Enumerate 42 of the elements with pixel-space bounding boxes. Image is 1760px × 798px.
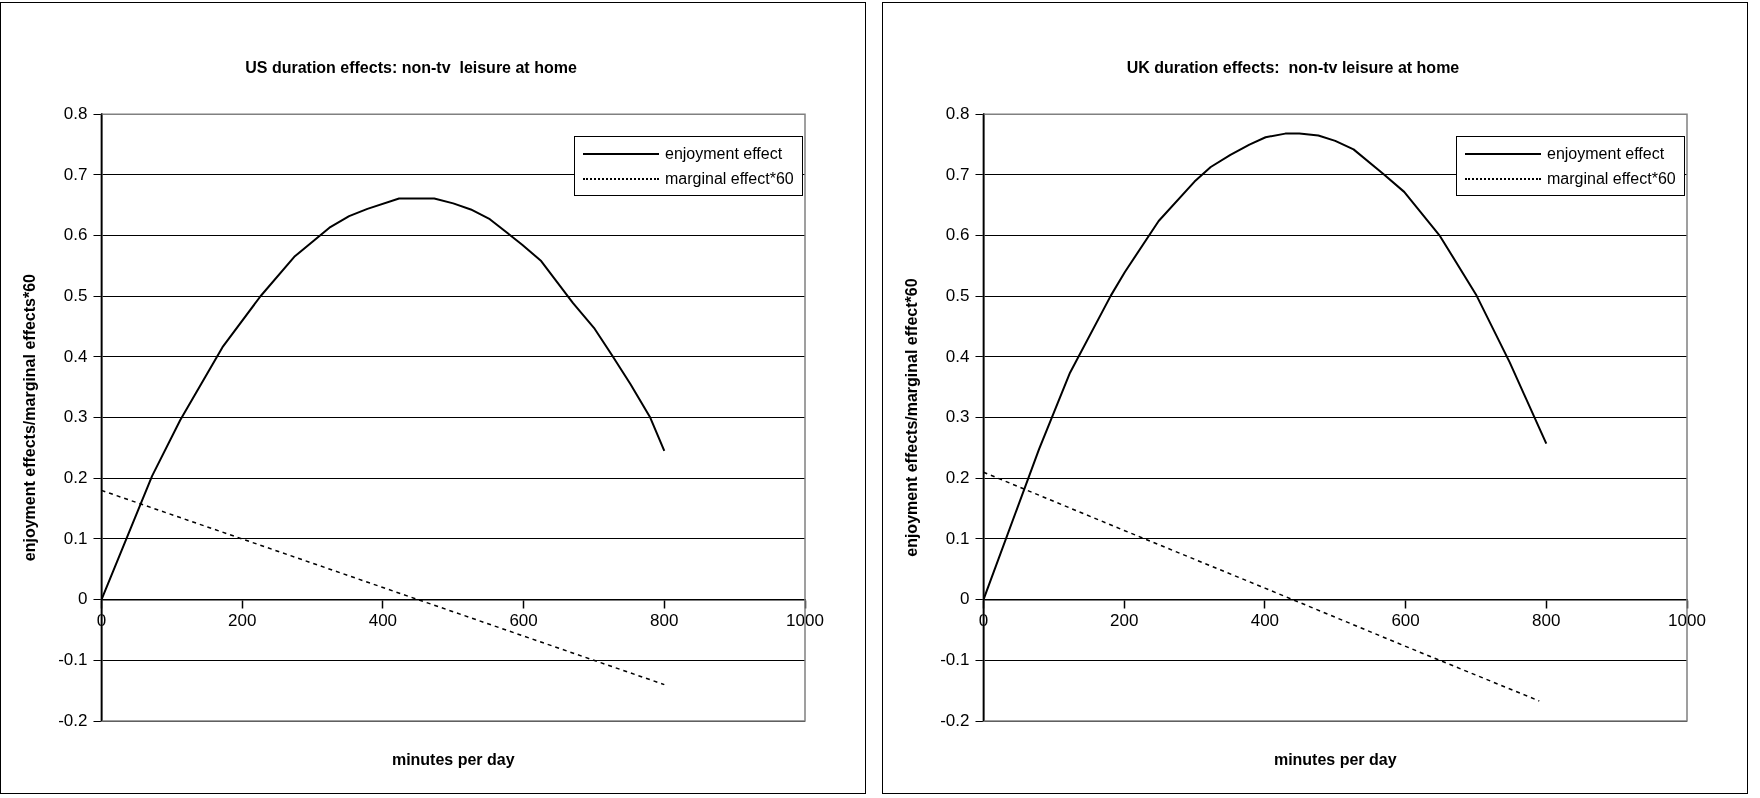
x-tick-label: 600: [509, 610, 538, 630]
legend-label: marginal effect*60: [1547, 169, 1676, 188]
y-tick-label: 0.8: [945, 103, 970, 123]
y-tick-label: 0.1: [945, 528, 970, 548]
legend-label: enjoyment effect: [1547, 144, 1665, 163]
y-tick-label: 0.2: [63, 467, 88, 487]
y-tick-label: 0.2: [945, 467, 970, 487]
legend-label: enjoyment effect: [665, 144, 783, 163]
y-tick-label: 0.7: [63, 164, 88, 184]
chart-title: UK duration effects: non-tv leisure at home: [1126, 59, 1460, 77]
x-tick-label: 400: [1250, 610, 1280, 630]
y-tick-label: -0.1: [58, 650, 88, 670]
y-tick-label: 0.4: [63, 346, 88, 366]
y-tick-label: 0.5: [945, 285, 970, 305]
y-tick-label: 0.7: [945, 164, 970, 184]
x-tick-label: 400: [368, 610, 398, 630]
y-tick-label: 0.3: [63, 407, 88, 427]
y-tick-label: 0.6: [63, 225, 88, 245]
x-tick-label: 200: [1110, 610, 1139, 630]
legend-label: marginal effect*60: [665, 169, 794, 188]
y-tick-label: 0.8: [63, 103, 88, 123]
x-tick-label: 600: [1391, 610, 1420, 630]
y-tick-label: -0.1: [940, 650, 970, 670]
chart-title: US duration effects: non-tv leisure at home: [245, 59, 577, 77]
x-tick-label: 1000: [1668, 610, 1706, 630]
x-tick-label: 200: [228, 610, 257, 630]
y-tick-label: -0.2: [940, 710, 970, 730]
y-tick-label: 0: [960, 589, 970, 609]
x-tick-label: 800: [650, 610, 679, 630]
y-tick-label: 0.6: [945, 225, 970, 245]
x-axis-title: minutes per day: [1273, 751, 1397, 769]
y-tick-label: 0.5: [63, 285, 88, 305]
y-axis-title: enjoyment effects/marginal effects*60: [21, 273, 39, 562]
x-tick-label: 800: [1532, 610, 1561, 630]
y-axis-title: enjoyment effects/marginal effect*60: [903, 278, 921, 557]
y-tick-label: 0.4: [945, 346, 970, 366]
y-tick-label: -0.2: [58, 710, 88, 730]
y-tick-label: 0.1: [63, 528, 88, 548]
x-tick-label: 1000: [786, 610, 824, 630]
x-axis-title: minutes per day: [391, 751, 515, 769]
y-tick-label: 0: [78, 589, 88, 609]
y-tick-label: 0.3: [945, 407, 970, 427]
